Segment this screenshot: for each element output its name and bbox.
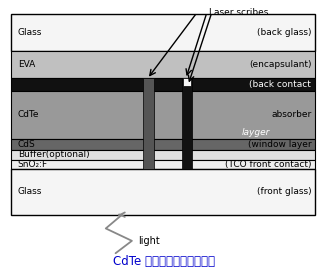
- Text: (back glass): (back glass): [257, 28, 311, 37]
- Text: (encapsulant): (encapsulant): [249, 61, 311, 70]
- Text: Glass: Glass: [18, 187, 42, 197]
- Bar: [11, 51, 315, 78]
- Bar: [183, 78, 192, 169]
- Text: CdS: CdS: [18, 140, 36, 149]
- Bar: [11, 160, 315, 169]
- Text: (front glass): (front glass): [257, 187, 311, 197]
- Text: SnO₂:F: SnO₂:F: [18, 160, 48, 169]
- Text: EVA: EVA: [18, 61, 35, 70]
- Text: (TCO front contact): (TCO front contact): [225, 160, 311, 169]
- Text: light: light: [139, 236, 160, 246]
- Text: Buffer(optional): Buffer(optional): [18, 150, 89, 159]
- Bar: [11, 14, 315, 51]
- Bar: [143, 78, 154, 169]
- Text: CdTe: CdTe: [18, 110, 39, 120]
- Bar: [11, 150, 315, 160]
- Text: (back contact: (back contact: [249, 80, 311, 89]
- Text: layger: layger: [242, 128, 270, 136]
- Bar: [11, 78, 315, 91]
- Text: absorber: absorber: [271, 110, 311, 120]
- Bar: [11, 139, 315, 150]
- Text: Glass: Glass: [18, 28, 42, 37]
- Bar: [11, 169, 315, 215]
- Bar: [11, 91, 315, 139]
- Bar: [184, 78, 191, 86]
- Text: Laser scribes: Laser scribes: [209, 8, 268, 17]
- Text: (window layer: (window layer: [248, 140, 311, 149]
- Text: CdTe 薄膜太阳能电池的结构: CdTe 薄膜太阳能电池的结构: [114, 255, 215, 268]
